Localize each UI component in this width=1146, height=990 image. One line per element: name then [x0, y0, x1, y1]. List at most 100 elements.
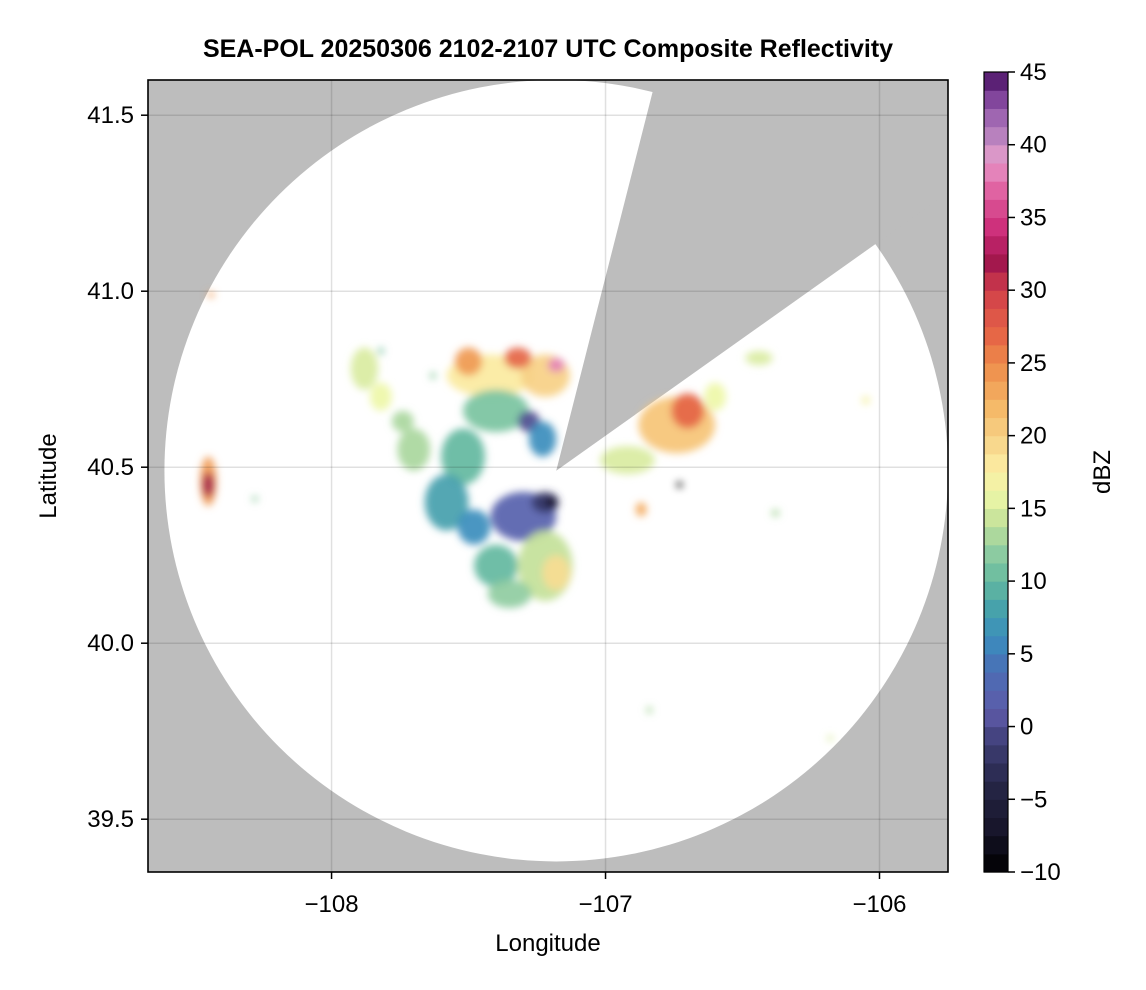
colorbar-segment	[984, 162, 1008, 182]
colorbar-segment	[984, 635, 1008, 655]
echo-cell	[369, 382, 392, 411]
x-axis: −108 −107 −106	[305, 872, 907, 918]
echo-cell	[646, 706, 653, 714]
colorbar-segment	[984, 762, 1008, 782]
colorbar-segment	[984, 435, 1008, 455]
echo-cell	[676, 481, 683, 488]
colorbar-tick-label: −10	[1020, 859, 1061, 886]
x-tick-label: −107	[579, 891, 633, 918]
echo-layer	[200, 291, 870, 742]
colorbar-tick-label: 45	[1020, 59, 1047, 86]
echo-cell	[463, 389, 529, 432]
colorbar-segment	[984, 581, 1008, 600]
echo-cell	[429, 372, 436, 380]
echo-cell	[207, 291, 215, 298]
echo-cell	[251, 495, 258, 502]
echo-cell	[531, 491, 559, 513]
colorbar-tick-label: 35	[1020, 204, 1047, 231]
echo-cell	[771, 509, 780, 517]
colorbar-segment	[984, 562, 1008, 582]
colorbar-tick-label: 25	[1020, 350, 1047, 377]
colorbar: 45 40 35 30 25 20 15 10 5 0 −5 −10	[983, 59, 1061, 886]
colorbar-segment	[984, 362, 1008, 382]
chart-title: SEA-POL 20250306 2102-2107 UTC Composite…	[203, 35, 893, 63]
echo-cell	[635, 502, 647, 517]
echo-cell	[600, 446, 655, 475]
colorbar-segment	[984, 653, 1008, 673]
colorbar-segment	[984, 799, 1008, 819]
colorbar-segment	[984, 744, 1008, 764]
colorbar-tick-label: 5	[1020, 641, 1033, 668]
y-tick-label: 39.5	[87, 806, 134, 833]
colorbar-segment	[984, 708, 1008, 728]
echo-cell	[391, 410, 414, 432]
echo-cell	[457, 509, 491, 545]
colorbar-segment	[984, 835, 1008, 855]
colorbar-segment	[984, 217, 1008, 237]
colorbar-segment	[984, 308, 1008, 328]
echo-cell	[377, 347, 384, 355]
x-axis-label: Longitude	[495, 930, 600, 957]
colorbar-label: dBZ	[1089, 450, 1116, 494]
colorbar-tick-label: 30	[1020, 277, 1047, 304]
colorbar-segment	[984, 272, 1008, 291]
colorbar-segment	[984, 853, 1008, 873]
echo-cell	[548, 358, 565, 373]
colorbar-segment	[984, 235, 1008, 255]
echo-cell	[704, 382, 727, 411]
colorbar-segment	[984, 344, 1008, 364]
echo-cell	[454, 347, 483, 376]
colorbar-segment	[984, 508, 1008, 528]
colorbar-segment	[984, 817, 1008, 837]
colorbar-segment	[984, 253, 1008, 273]
colorbar-segment	[984, 617, 1008, 637]
colorbar-segment	[984, 672, 1008, 691]
colorbar-frame	[983, 71, 1009, 873]
colorbar-segment	[984, 690, 1008, 709]
colorbar-tick-label: 40	[1020, 132, 1047, 159]
blocked-sector	[556, 80, 948, 471]
echo-cell	[202, 472, 214, 498]
colorbar-segment	[984, 72, 1008, 91]
colorbar-segment	[984, 108, 1008, 128]
colorbar-segment	[984, 181, 1008, 200]
colorbar-segment	[984, 90, 1008, 109]
echo-cell	[861, 396, 870, 405]
plot-area	[148, 80, 948, 872]
grid-lines	[148, 80, 948, 872]
y-tick-label: 40.5	[87, 454, 134, 481]
colorbar-segment	[984, 144, 1008, 164]
colorbar-tick-label: 20	[1020, 423, 1047, 450]
echo-cell	[671, 393, 705, 429]
colorbar-segment	[984, 381, 1008, 400]
y-axis: 39.5 40.0 40.5 41.0 41.5	[87, 102, 148, 833]
x-tick-label: −108	[305, 891, 359, 918]
colorbar-segment	[984, 126, 1008, 146]
echo-cell	[474, 544, 518, 587]
echo-cell	[424, 474, 469, 531]
y-axis-label: Latitude	[35, 433, 62, 518]
colorbar-tick-label: 10	[1020, 568, 1047, 595]
colorbar-segment	[984, 417, 1008, 437]
echo-cell	[350, 347, 379, 390]
colorbar-segment	[984, 199, 1008, 219]
y-tick-label: 41.5	[87, 102, 134, 129]
echo-cell	[441, 428, 485, 485]
colorbar-segment	[984, 726, 1008, 746]
echo-cell	[528, 421, 557, 457]
echo-cell	[745, 351, 773, 366]
colorbar-segment	[984, 453, 1008, 473]
colorbar-segment	[984, 544, 1008, 564]
y-tick-label: 41.0	[87, 278, 134, 305]
echo-cell	[397, 428, 431, 471]
colorbar-tick-label: −5	[1020, 786, 1047, 813]
colorbar-segment	[984, 781, 1008, 800]
colorbar-segment	[984, 526, 1008, 546]
echo-cell	[504, 347, 532, 369]
colorbar-tick-label: 0	[1020, 714, 1033, 741]
colorbar-segment	[984, 326, 1008, 346]
colorbar-tick-label: 15	[1020, 495, 1047, 522]
colorbar-segment	[984, 399, 1008, 419]
x-tick-label: −106	[852, 891, 906, 918]
